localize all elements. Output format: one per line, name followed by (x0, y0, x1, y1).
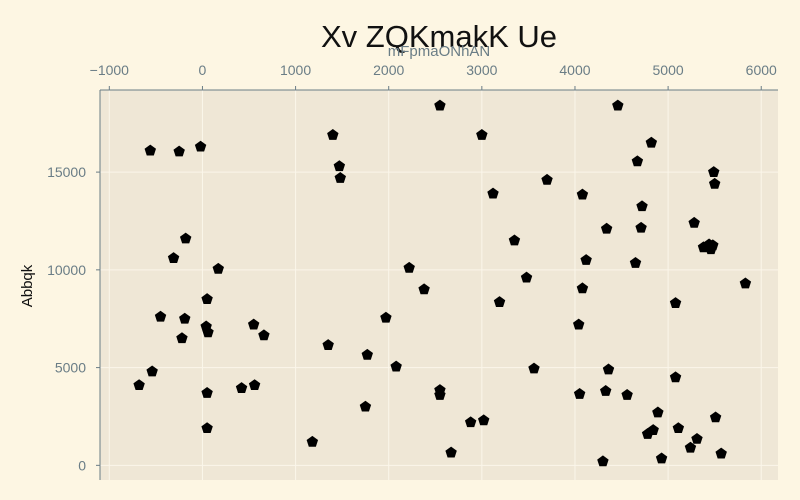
x-tick-label: 5000 (653, 62, 684, 78)
data-point (652, 406, 664, 418)
data-point (322, 339, 334, 350)
data-point (176, 332, 188, 344)
data-point (146, 365, 158, 377)
data-point (434, 388, 446, 400)
data-point (580, 254, 592, 265)
chart-title: Xv ZQKmakK Ue (321, 19, 557, 54)
data-point (709, 411, 722, 423)
data-point (602, 363, 615, 375)
data-point (541, 173, 553, 185)
data-point (476, 128, 488, 140)
x-axis-label: mFpmaONhAN (388, 43, 491, 60)
data-point (201, 293, 213, 305)
y-tick-label: 10000 (47, 262, 86, 278)
data-point (655, 452, 668, 464)
data-point (334, 171, 346, 183)
data-point (707, 239, 719, 251)
data-point (612, 99, 624, 111)
data-point (636, 200, 648, 212)
data-point (600, 222, 613, 234)
data-point (464, 416, 477, 428)
data-point (445, 446, 457, 458)
data-point (361, 348, 373, 360)
data-point (708, 166, 720, 177)
x-tick-label: 1000 (280, 62, 311, 78)
data-point (487, 187, 499, 199)
data-point (380, 311, 392, 323)
data-point (528, 362, 540, 374)
x-tick-label: 3000 (466, 62, 497, 78)
data-point (154, 310, 167, 322)
data-point (212, 262, 224, 274)
data-point (390, 360, 402, 372)
data-point (179, 312, 191, 324)
data-point (576, 282, 589, 294)
grid-lines (100, 90, 778, 480)
data-point (133, 379, 145, 391)
data-points (133, 99, 752, 467)
data-point (669, 371, 682, 383)
data-point (167, 252, 180, 263)
data-point (179, 232, 192, 244)
data-point (202, 326, 214, 338)
plot-area (100, 90, 778, 480)
data-point (508, 234, 521, 246)
x-tick-label: 0 (199, 62, 207, 78)
data-point (631, 155, 644, 167)
data-point (201, 387, 213, 398)
data-point (629, 257, 642, 268)
data-point (418, 283, 430, 295)
data-point (434, 99, 446, 111)
data-point (144, 144, 156, 156)
y-axis-label: Abbqk (19, 264, 36, 307)
x-tick-label: 4000 (559, 62, 590, 78)
y-tick-label: 5000 (55, 360, 86, 376)
y-tick-label: 0 (78, 457, 86, 473)
x-tick-label: 2000 (373, 62, 404, 78)
data-point (576, 188, 589, 200)
data-point (248, 379, 261, 391)
data-point (359, 400, 372, 412)
data-point (669, 297, 682, 308)
x-tick-label: −1000 (90, 62, 130, 78)
data-point (708, 177, 721, 189)
data-point (647, 424, 659, 435)
data-point (739, 277, 752, 289)
data-point (597, 455, 609, 467)
data-point (327, 128, 339, 140)
data-point (715, 447, 727, 459)
data-point (691, 432, 703, 444)
data-point (258, 329, 270, 341)
data-point (247, 318, 260, 330)
data-point (621, 388, 633, 400)
data-point (306, 435, 319, 447)
data-point (572, 318, 585, 330)
y-tick-label: 15000 (47, 164, 86, 180)
data-point (688, 216, 700, 228)
data-point (173, 145, 185, 157)
data-point (573, 387, 586, 399)
data-point (645, 136, 658, 148)
data-point (600, 385, 612, 396)
data-point (333, 160, 346, 172)
data-point (520, 271, 533, 283)
x-tick-label: 6000 (746, 62, 777, 78)
data-point (672, 422, 685, 434)
data-point (403, 261, 415, 273)
data-point (201, 422, 213, 434)
data-point (194, 140, 207, 152)
data-point (478, 414, 490, 426)
data-point (684, 441, 697, 453)
axis-ticks: −1000 0 1000 2000 3000 4000 5000 6000 0 5000 10000… (47, 62, 777, 473)
data-point (635, 221, 647, 233)
data-point (493, 296, 506, 307)
data-point (235, 382, 248, 393)
